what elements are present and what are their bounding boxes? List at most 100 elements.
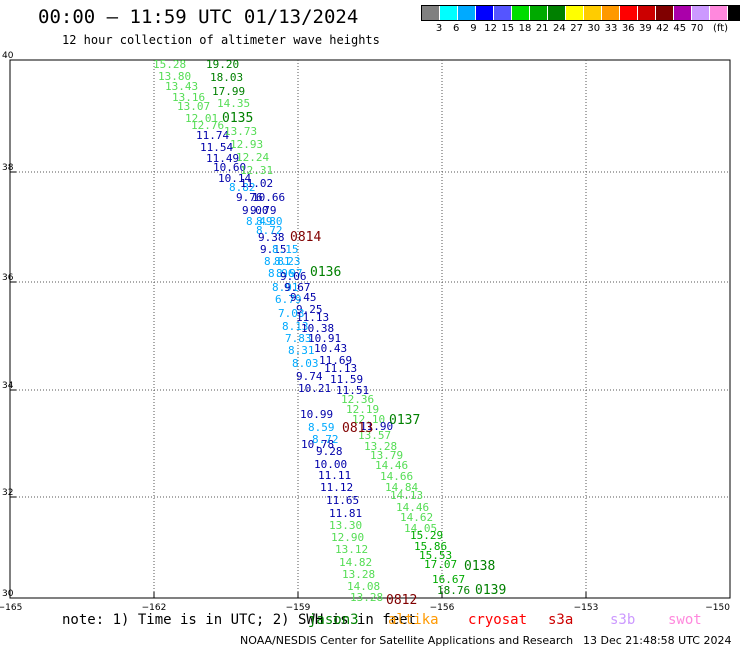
wave-height-value: 14.35: [217, 97, 250, 110]
legend-tick-label: 33: [604, 23, 618, 34]
legend-unit: (ft): [713, 23, 729, 34]
wave-height-value: 9.67: [284, 281, 311, 294]
wave-height-value: 10.60: [213, 161, 246, 174]
latitude-label: 36: [2, 273, 14, 283]
wave-height-value: 17.99: [212, 85, 245, 98]
wave-height-value: 8.81: [264, 255, 291, 268]
longitude-label: −159: [286, 603, 311, 613]
legend-tick-label: 30: [587, 23, 601, 34]
pass-time-label: 0139: [475, 583, 506, 598]
wave-height-value: 9.79: [250, 204, 277, 217]
wave-height-value: 7.03: [278, 307, 305, 320]
wave-height-value: 8.80: [256, 215, 283, 228]
wave-height-value: 11.65: [326, 494, 359, 507]
wave-height-value: 13.30: [329, 519, 362, 532]
wave-height-value: 11.12: [320, 481, 353, 494]
legend-tick-label: 42: [656, 23, 669, 34]
legend-tick-label: 21: [535, 23, 549, 34]
wave-height-value: 10.21: [298, 382, 331, 395]
latitude-label: 40: [2, 51, 14, 61]
latitude-label: 30: [2, 589, 14, 599]
wave-height-value: 12.36: [341, 393, 374, 406]
legend-swatch: [530, 6, 548, 20]
wave-height-value: 8.03: [292, 357, 319, 370]
wave-height-value: 11.11: [318, 469, 351, 482]
legend-swatch: [494, 6, 512, 20]
wave-height-value: 13.16: [172, 91, 205, 104]
wave-height-value: 8.13: [282, 320, 309, 333]
wave-height-value: 11.49: [206, 152, 239, 165]
map-title: 00:00 – 11:59 UTC 01/13/2024: [38, 6, 359, 28]
legend-swatch: [422, 6, 440, 20]
wave-height-value: 12.24: [236, 151, 269, 164]
wave-height-value: 15.53: [419, 549, 452, 562]
wave-height-value: 12.76: [191, 119, 224, 132]
wave-height-value: 9.76: [236, 191, 263, 204]
longitude-label: −156: [430, 603, 455, 613]
latitude-label: 34: [2, 381, 14, 391]
wave-height-value: 8.15: [272, 243, 299, 256]
legend-tick-label: 45: [673, 23, 687, 34]
units-note: note: 1) Time is in UTC; 2) SWH is in fe…: [62, 612, 417, 628]
wave-height-value: 11.02: [240, 177, 273, 190]
legend-swatch: [638, 6, 656, 20]
legend-tick-label: 15: [501, 23, 515, 34]
wave-height-value: 9.38: [258, 231, 285, 244]
wave-height-value: 11.51: [336, 384, 369, 397]
wave-height-value: 14.82: [339, 556, 372, 569]
wave-height-value: 10.99: [300, 408, 333, 421]
map-frame: [9, 59, 731, 599]
wave-height-value: 13.79: [370, 449, 403, 462]
wave-height-value: 11.13: [324, 362, 357, 375]
satellite-legend-item: altika: [388, 612, 439, 628]
legend-tick-label: 6: [453, 23, 460, 34]
pass-time-label: 0812: [386, 593, 417, 608]
wave-height-value: 8.23: [274, 255, 301, 268]
legend-tick-label: 12: [484, 23, 497, 34]
wave-height-value: 14.66: [380, 470, 413, 483]
wave-height-value: 10.14: [218, 172, 251, 185]
wave-height-value: 13.07: [177, 100, 210, 113]
wave-height-value: 8.72: [312, 433, 339, 446]
latitude-label: 32: [2, 488, 13, 498]
wave-height-value: 8.49: [246, 215, 273, 228]
wave-height-value: 9.06: [280, 270, 307, 283]
longitude-label: −162: [142, 603, 167, 613]
legend-swatch: [512, 6, 530, 20]
map-subtitle: 12 hour collection of altimeter wave hei…: [62, 33, 380, 47]
legend-swatch: [620, 6, 638, 20]
wave-height-value: 13.28: [364, 440, 397, 453]
wave-height-value: 7.83: [285, 332, 312, 345]
satellite-legend-item: swot: [668, 612, 702, 628]
latitude-label: 38: [2, 163, 14, 173]
legend-swatch: [584, 6, 602, 20]
wave-height-value: 10.78: [301, 438, 334, 451]
wave-height-value: 11.90: [360, 420, 393, 433]
wave-height-value: 9.00: [242, 204, 269, 217]
legend-swatch: [548, 6, 566, 20]
wave-height-value: 14.62: [400, 511, 433, 524]
satellite-legend-item: s3a: [548, 612, 574, 628]
wave-height-value: 13.43: [165, 80, 198, 93]
wave-height-value: 10.00: [314, 458, 347, 471]
satellite-legend-item: cryosat: [468, 612, 528, 628]
wave-height-value: 10.43: [314, 342, 347, 355]
legend-tick-label: 24: [553, 23, 566, 34]
wave-height-value: 8.96: [268, 267, 295, 280]
wave-height-value: 12.10: [352, 413, 385, 426]
wave-height-value: 13.80: [158, 70, 191, 83]
wave-height-value: 12.90: [331, 531, 364, 544]
wave-height-value: 16.67: [432, 573, 465, 586]
wave-height-value: 9.15: [260, 243, 287, 256]
legend-tick-label: 39: [639, 23, 652, 34]
wave-height-value: 15.28: [153, 58, 186, 71]
wave-height-value: 13.73: [224, 125, 257, 138]
legend-tick-label: 9: [470, 23, 477, 34]
pass-time-label: 0136: [310, 265, 341, 280]
wave-height-value: 8.31: [288, 344, 315, 357]
wave-height-value: 8.59: [308, 421, 335, 434]
wave-height-value: 14.46: [375, 459, 408, 472]
wave-height-value: 10.66: [252, 191, 285, 204]
wave-height-value: 14.46: [396, 501, 429, 514]
